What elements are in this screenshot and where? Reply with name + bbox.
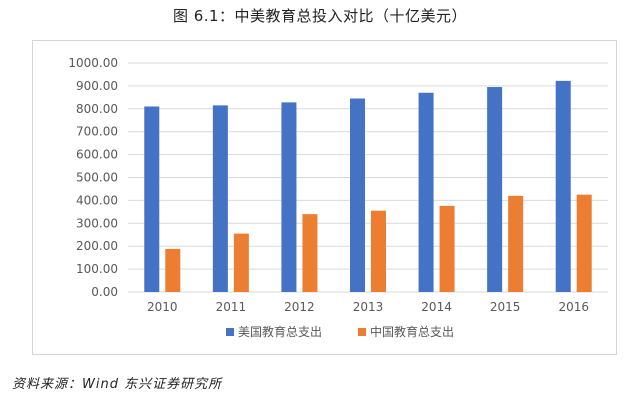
bar-china-education-spending [576,194,592,292]
x-tick-label: 2015 [490,300,521,314]
bar-china-education-spending [165,248,181,292]
y-tick-label: 700.00 [76,125,118,139]
bar-us-education-spending [281,102,297,292]
bar-us-education-spending [487,87,503,292]
figure-title: 图 6.1：中美教育总投入对比（十亿美元） [172,7,468,25]
x-tick-label: 2014 [421,300,452,314]
y-tick-label: 600.00 [76,148,118,162]
x-tick-label: 2016 [558,300,589,314]
bar-china-education-spending [508,195,524,292]
bar-chart: 0.00 100.00 200.00 300.00 400.00 500.00 600.00… [68,56,608,339]
bars [144,80,592,293]
y-tick-label: 200.00 [76,239,118,253]
source-note: 资料来源：Wind 东兴证券研究所 [12,377,223,392]
bar-china-education-spending [302,214,318,292]
y-tick-label: 900.00 [76,79,118,93]
chart-frame: 0.00 100.00 200.00 300.00 400.00 500.00 600.00… [32,40,617,355]
y-tick-label: 400.00 [76,193,118,207]
bar-us-education-spending [212,105,228,293]
bar-us-education-spending [418,92,434,292]
bar-china-education-spending [371,210,386,292]
bar-us-education-spending [144,106,160,292]
y-tick-label: 1000.00 [68,56,118,70]
y-tick-label: 800.00 [76,102,118,116]
legend-label: 中国教育总支出 [370,324,454,339]
bar-china-education-spending [439,205,455,292]
x-tick-label: 2011 [216,300,247,314]
y-tick-label: 500.00 [76,171,118,185]
bar-us-education-spending [555,80,571,292]
y-tick-label: 300.00 [76,216,118,230]
bar-china-education-spending [233,233,249,292]
legend-swatch [226,328,234,336]
gridlines [128,62,608,293]
bar-us-education-spending [350,98,365,292]
y-tick-label: 100.00 [76,262,118,276]
x-axis-tick-labels: 2010 2011 2012 2013 2014 2015 2016 [147,300,589,314]
y-axis-tick-labels: 0.00 100.00 200.00 300.00 400.00 500.00 600.00… [68,56,118,299]
x-tick-label: 2013 [353,300,384,314]
y-tick-label: 0.00 [91,285,118,299]
x-tick-label: 2010 [147,300,178,314]
legend-swatch [358,328,366,336]
legend-label: 美国教育总支出 [238,324,322,339]
legend: 美国教育总支出 中国教育总支出 [226,324,454,339]
x-tick-label: 2012 [284,300,315,314]
